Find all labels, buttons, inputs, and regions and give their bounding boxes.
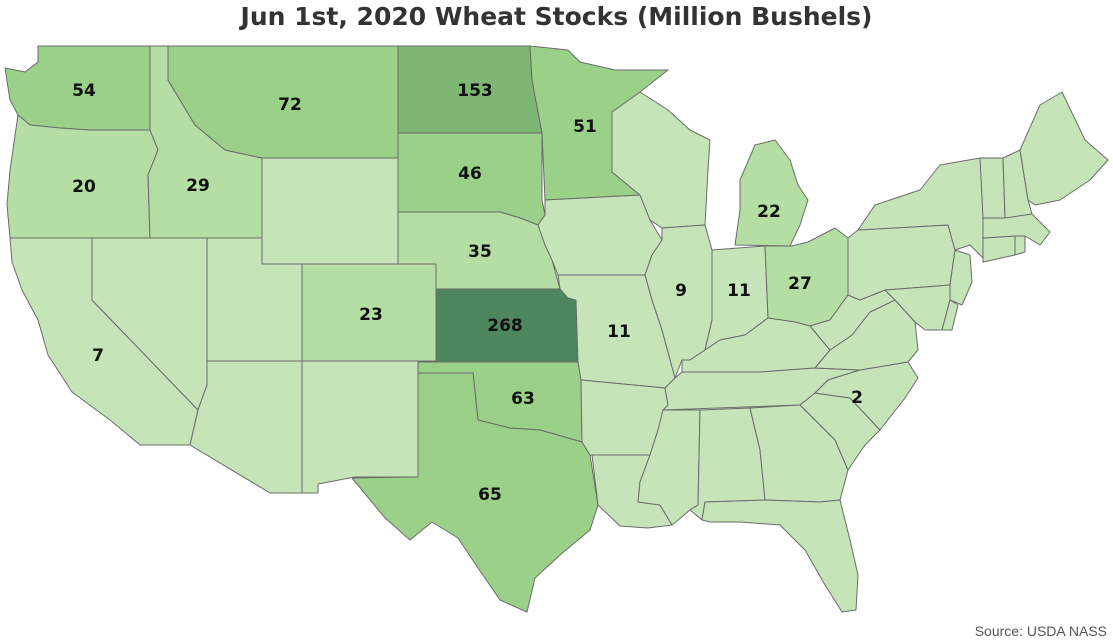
state-maine[interactable]	[1019, 91, 1109, 206]
label-mo: 11	[607, 322, 631, 342]
label-mt: 72	[278, 95, 302, 115]
state-vermont[interactable]	[979, 157, 1006, 219]
state-iowa[interactable]	[537, 194, 663, 276]
label-wa: 54	[72, 81, 96, 101]
label-sd: 46	[458, 164, 482, 184]
label-mn: 51	[573, 117, 597, 137]
label-ok: 63	[511, 389, 535, 409]
label-nd: 153	[457, 81, 493, 101]
value-labels: 54 72 153 51 20 29 46 22 35 23 268 11 9 …	[72, 81, 863, 505]
label-ks: 268	[487, 316, 523, 336]
label-tx: 65	[478, 485, 502, 505]
label-co: 23	[359, 305, 383, 325]
label-mi: 22	[757, 202, 781, 222]
map-title: Jun 1st, 2020 Wheat Stocks (Million Bush…	[240, 2, 873, 31]
state-wyoming[interactable]	[261, 157, 399, 265]
state-new-mexico[interactable]	[301, 360, 419, 494]
label-id: 29	[186, 176, 210, 196]
state-maryland[interactable]	[884, 284, 951, 331]
state-massachusetts[interactable]	[982, 213, 1051, 246]
state-rhode-island[interactable]	[1014, 235, 1026, 256]
label-in: 11	[727, 281, 751, 301]
state-delaware[interactable]	[941, 299, 959, 331]
label-ne: 35	[468, 242, 492, 262]
state-arizona[interactable]	[189, 360, 303, 494]
state-new-hampshire[interactable]	[1002, 149, 1033, 219]
state-florida[interactable]	[701, 499, 859, 613]
label-ca: 7	[92, 346, 104, 366]
state-shapes	[4, 45, 1109, 613]
state-michigan[interactable]	[734, 139, 809, 247]
label-oh: 27	[788, 274, 812, 294]
state-north-carolina[interactable]	[814, 361, 919, 431]
state-connecticut[interactable]	[982, 235, 1016, 263]
label-il: 9	[675, 281, 687, 301]
label-nc: 2	[851, 388, 863, 408]
source-note: Source: USDA NASS	[974, 623, 1107, 639]
state-texas[interactable]	[351, 372, 599, 613]
label-or: 20	[72, 177, 96, 197]
